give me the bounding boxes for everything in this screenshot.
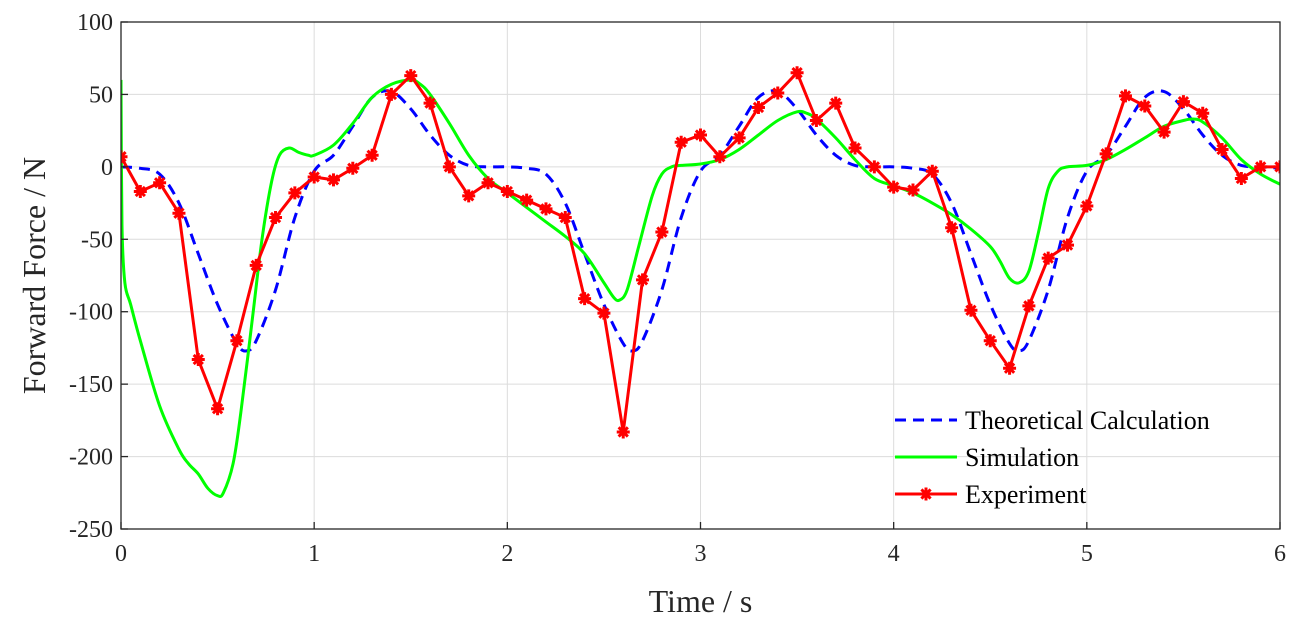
series-line-theoretical-calculation [121,89,1280,353]
y-tick-label: -250 [69,517,113,543]
y-tick-label: -150 [69,372,113,398]
x-tick-label: 1 [308,541,320,567]
series-simulation [121,78,1280,498]
data-point-marker [751,100,765,114]
data-point-marker [906,183,920,197]
legend-item-experiment: Experiment [895,480,1087,509]
data-point-marker [462,189,476,203]
data-point-marker [694,128,707,142]
x-tick-label: 4 [888,541,900,567]
data-point-marker [1157,125,1171,139]
data-point-marker [848,141,862,155]
data-point-marker [1196,106,1210,120]
x-tick-label: 5 [1081,541,1093,567]
data-point-marker [539,202,553,216]
data-point-marker [829,96,843,110]
data-point-marker [288,186,302,200]
data-point-marker [1254,160,1268,174]
data-point-marker [1234,171,1248,185]
y-tick-label: -100 [69,300,113,326]
data-point-marker [887,180,901,194]
x-tick-label: 0 [115,541,127,567]
legend: Theoretical Calculation Simulation Experim… [895,406,1210,509]
data-point-marker [230,334,244,348]
y-tick-label: 50 [89,82,113,108]
data-point-marker [1003,361,1017,375]
data-point-marker [1118,89,1132,103]
series-theoretical-calculation [121,89,1280,353]
legend-label: Theoretical Calculation [965,406,1210,435]
data-point-marker [211,402,225,416]
data-point-marker [1176,95,1190,109]
data-point-marker [481,176,495,190]
data-point-marker [269,211,283,225]
grid [120,21,1281,530]
legend-label: Experiment [965,480,1087,509]
data-point-marker [597,306,611,320]
data-point-marker [384,87,398,101]
data-point-marker [1080,199,1094,213]
data-point-marker [191,353,205,367]
data-point-marker [365,148,379,162]
data-point-marker [771,86,785,100]
data-point-marker [326,173,340,187]
data-point-marker [732,131,746,145]
legend-label: Simulation [965,443,1079,472]
legend-marker [919,487,933,501]
data-point-marker [578,292,592,306]
series-area [121,66,1280,498]
data-point-marker [520,193,534,207]
data-point-marker [172,206,186,220]
x-tick-label: 3 [695,541,707,567]
data-point-marker [790,66,804,80]
ticks: 0 1 2 3 4 5 6 -250 -200 -150 -100 -50 0 50 100 [69,10,1286,567]
data-point-marker [1041,251,1055,265]
data-point-marker [616,425,630,439]
data-point-marker [925,164,939,178]
series-line-simulation [121,78,1280,498]
data-point-marker [1215,142,1229,156]
y-tick-label: -200 [69,445,113,471]
data-point-marker [1022,299,1036,313]
data-point-marker [655,225,669,239]
data-point-marker [713,150,727,164]
data-point-marker [133,184,147,198]
y-tick-label: 0 [101,155,113,181]
legend-item-theoretical-calculation: Theoretical Calculation [895,406,1210,435]
y-axis-title: Forward Force / N [16,157,52,394]
legend-item-simulation: Simulation [895,443,1079,472]
data-point-marker [983,334,997,348]
data-point-marker [636,273,650,287]
data-point-marker [964,303,978,317]
data-point-marker [809,114,823,127]
data-point-marker [346,161,360,175]
y-tick-label: -50 [81,227,113,253]
data-point-marker [404,69,418,83]
data-point-marker [867,160,881,174]
data-point-marker [153,176,167,190]
data-point-marker [500,184,514,198]
data-point-marker [1138,99,1152,113]
data-point-marker [249,258,263,272]
x-axis-title: Time / s [649,583,753,619]
data-point-marker [558,211,572,225]
data-point-marker [423,96,437,110]
x-tick-label: 6 [1274,541,1286,567]
data-point-marker [307,170,321,184]
x-tick-label: 2 [501,541,513,567]
data-point-marker [674,135,688,149]
data-point-marker [1099,147,1113,161]
data-point-marker [442,160,456,174]
data-point-marker [945,221,959,235]
series-experiment [121,66,1280,439]
y-tick-label: 100 [77,10,113,36]
data-point-marker [1061,238,1075,252]
